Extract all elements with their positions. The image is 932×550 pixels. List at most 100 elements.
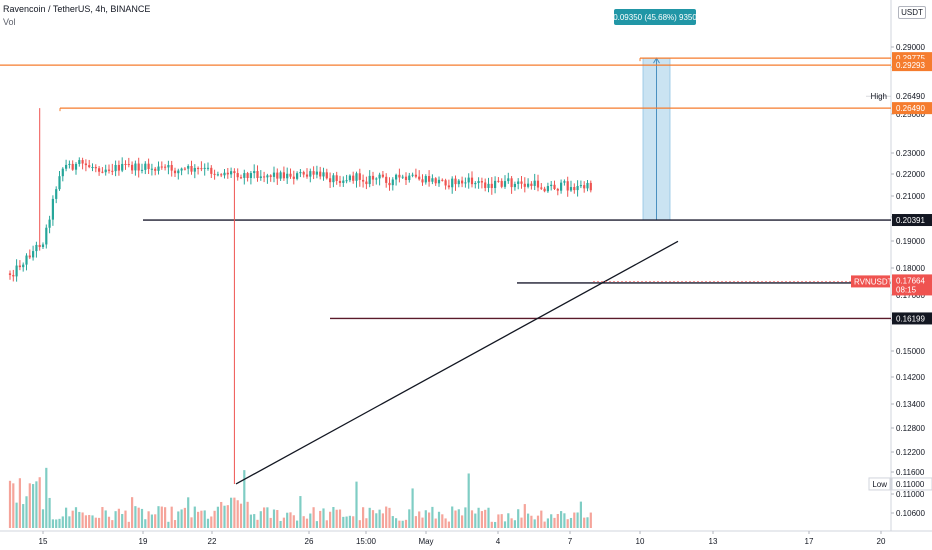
volume-bar xyxy=(292,515,295,528)
volume-bar xyxy=(137,507,140,528)
volume-bar xyxy=(81,512,84,528)
price-tick-label: 0.15000 xyxy=(896,347,925,356)
volume-bar xyxy=(140,508,144,528)
candle-body xyxy=(74,163,78,170)
volume-bar xyxy=(253,514,256,528)
candle-body xyxy=(236,173,239,178)
candle-body xyxy=(362,179,365,182)
level-price-label: 0.26490 xyxy=(896,104,925,113)
volume-bar xyxy=(74,507,78,528)
candle-body xyxy=(365,181,368,185)
ascending-trendline[interactable] xyxy=(235,240,679,485)
last-price-value: 0.17664 xyxy=(896,276,925,285)
volume-bar xyxy=(444,518,447,528)
candle-body xyxy=(263,176,266,178)
level-price-box xyxy=(892,214,932,227)
candle-body xyxy=(358,173,361,180)
price-tick-label: 0.11000 xyxy=(896,490,925,499)
candlesticks xyxy=(8,108,592,484)
currency-button[interactable]: USDT xyxy=(898,6,926,19)
volume-bar xyxy=(170,506,173,528)
candle-body xyxy=(206,167,210,169)
low-value-box xyxy=(891,477,932,491)
volume-bar xyxy=(249,514,252,528)
volume-bar xyxy=(385,506,388,528)
candle-body xyxy=(550,184,553,187)
candle-body xyxy=(305,174,309,177)
volume-bar xyxy=(398,520,401,528)
candle-body xyxy=(216,174,219,176)
volume-bar xyxy=(553,517,556,528)
candle-body xyxy=(8,273,12,275)
volume-bar xyxy=(279,520,282,528)
volume-bar xyxy=(536,515,540,528)
candle-body xyxy=(144,163,147,170)
projection-label-box xyxy=(614,9,696,25)
candle-body xyxy=(467,177,470,183)
chart-title: Ravencoin / TetherUS, 4h, BINANCE xyxy=(3,4,151,14)
volume-bar xyxy=(25,496,28,528)
volume-bar xyxy=(22,504,25,528)
high-value: 0.26490 xyxy=(896,92,925,101)
candle-body xyxy=(134,163,137,171)
candle-body xyxy=(428,176,431,182)
candle-body xyxy=(272,172,276,177)
candle-body xyxy=(556,188,559,191)
volume-bar xyxy=(487,507,490,528)
volume-bar xyxy=(566,519,569,528)
candle-body xyxy=(461,180,464,184)
volume-bar xyxy=(507,513,510,528)
volume-bar xyxy=(520,517,523,528)
candle-body xyxy=(12,274,15,277)
candle-body xyxy=(114,164,117,172)
candle-body xyxy=(583,185,586,189)
projection-label: 0.09350 (45.68%) 9350 xyxy=(613,13,697,22)
volume-bar xyxy=(421,517,424,528)
candle-body xyxy=(566,181,569,191)
level-price-label: 0.20391 xyxy=(896,216,925,225)
volume-bar xyxy=(239,503,243,528)
volume-bar xyxy=(276,510,279,528)
volume-bar xyxy=(51,519,54,528)
volume-bar xyxy=(395,518,398,528)
volume-bar xyxy=(464,507,467,528)
volume-bar xyxy=(550,514,553,528)
candle-body xyxy=(408,175,411,181)
candle-body xyxy=(210,167,213,174)
candle-body xyxy=(296,173,299,179)
volume-bar xyxy=(470,510,474,528)
volume-bar xyxy=(503,521,507,528)
volume-bar xyxy=(121,514,124,528)
horizontal-levels[interactable] xyxy=(0,57,891,320)
candle-body xyxy=(18,265,21,268)
candle-body xyxy=(111,170,114,172)
candle-body xyxy=(510,178,513,188)
volume-bar xyxy=(111,520,114,528)
candle-body xyxy=(154,168,157,171)
projection-box[interactable]: 0.09350 (45.68%) 9350 xyxy=(613,9,697,221)
volume-bar xyxy=(48,497,51,528)
candle-body xyxy=(355,173,358,181)
volume-bar xyxy=(233,497,236,528)
candle-body xyxy=(22,264,25,268)
volume-bar xyxy=(164,507,167,528)
low-label-box xyxy=(868,477,891,491)
candle-body xyxy=(71,163,74,170)
volume-bar xyxy=(576,512,579,528)
volume-bar xyxy=(484,509,487,528)
candle-body xyxy=(286,173,289,179)
candle-body xyxy=(223,172,226,176)
volume-bar xyxy=(431,506,434,528)
candle-body xyxy=(190,166,193,172)
volume-bar xyxy=(513,520,516,528)
volume-bar xyxy=(203,510,206,528)
price-tick-label: 0.11600 xyxy=(896,468,925,477)
candle-body xyxy=(500,180,503,187)
time-tick-label: 26 xyxy=(305,537,314,546)
candle-body xyxy=(104,169,107,173)
candle-body xyxy=(137,163,140,171)
candle-body xyxy=(48,219,51,228)
price-tick-label: 0.13400 xyxy=(896,400,925,409)
trendline[interactable] xyxy=(235,240,679,485)
